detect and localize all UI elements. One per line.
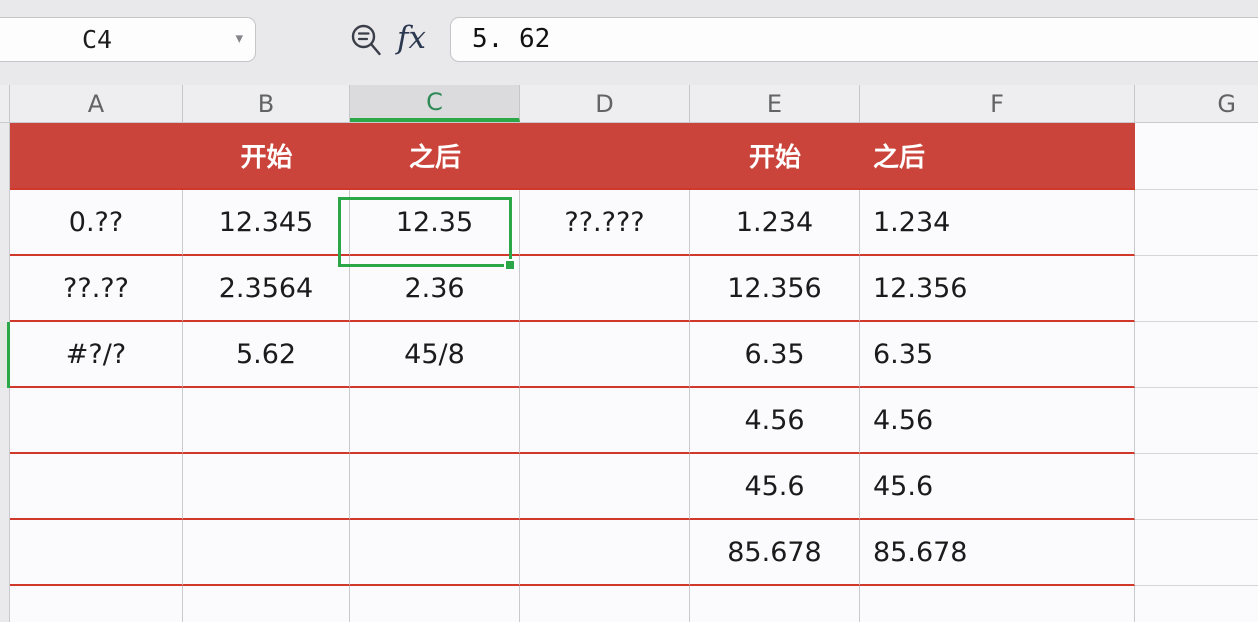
cell-F2[interactable]: 1.234 [860,190,1135,256]
cell-G5[interactable] [1135,388,1258,454]
cell-F1[interactable]: 之后 [860,123,1135,190]
name-box-value: C4 [82,25,113,54]
cell-D8[interactable] [520,586,690,622]
cell-B7[interactable] [183,520,350,586]
cell-G3[interactable] [1135,256,1258,322]
cell-C5[interactable] [350,388,520,454]
cell-A7[interactable] [10,520,183,586]
cell-E7[interactable]: 85.678 [690,520,860,586]
cell-B8[interactable] [183,586,350,622]
cell-B2[interactable]: 12.345 [183,190,350,256]
cell-G4[interactable] [1135,322,1258,388]
formula-toolbar: C4 ▾ fx 5. 62 [0,0,1258,85]
cell-A6[interactable] [10,454,183,520]
cell-D6[interactable] [520,454,690,520]
cell-G7[interactable] [1135,520,1258,586]
column-header-C[interactable]: C [350,85,520,122]
cell-B5[interactable] [183,388,350,454]
cell-C4-selected[interactable]: 45/8 [350,322,520,388]
cell-E6[interactable]: 45.6 [690,454,860,520]
formula-bar[interactable]: 5. 62 [450,17,1258,62]
cell-E2[interactable]: 1.234 [690,190,860,256]
cell-B3[interactable]: 2.3564 [183,256,350,322]
cell-E8[interactable] [690,586,860,622]
formula-value: 5. 62 [472,24,551,54]
cell-D5[interactable] [520,388,690,454]
column-header-D[interactable]: D [520,85,690,122]
cell-C7[interactable] [350,520,520,586]
cell-G6[interactable] [1135,454,1258,520]
sheet-grid: 开始 之后 开始 之后 0.?? 12.345 12.35 ??.??? 1.2… [10,123,1258,622]
cell-D1[interactable] [520,123,690,190]
cell-A4[interactable]: #?/? [10,322,183,388]
banner-label: 开始 [240,143,293,173]
column-header-row: A B C D E F G [0,85,1258,123]
cell-G8[interactable] [1135,586,1258,622]
cell-D3[interactable] [520,256,690,322]
cell-F8[interactable] [860,586,1135,622]
column-header-B[interactable]: B [183,85,350,122]
column-header-A[interactable]: A [10,85,183,122]
cell-B4[interactable]: 5.62 [183,322,350,388]
cell-A8[interactable] [10,586,183,622]
cell-C1[interactable]: 之后 [350,123,520,190]
column-header-E[interactable]: E [690,85,860,122]
fx-icon[interactable]: fx [397,20,426,56]
cell-C2[interactable]: 12.35 [350,190,520,256]
cell-E3[interactable]: 12.356 [690,256,860,322]
name-box[interactable]: C4 ▾ [0,17,256,62]
cell-B1[interactable]: 开始 [183,123,350,190]
cell-C8[interactable] [350,586,520,622]
cell-A5[interactable] [10,388,183,454]
row-4-indicator[interactable] [0,322,10,388]
cell-F5[interactable]: 4.56 [860,388,1135,454]
cell-B6[interactable] [183,454,350,520]
cell-G2[interactable] [1135,190,1258,256]
cell-E1[interactable]: 开始 [690,123,860,190]
column-header-F[interactable]: F [860,85,1135,122]
banner-label: 开始 [748,143,801,173]
cell-C3[interactable]: 2.36 [350,256,520,322]
cell-A1[interactable] [10,123,183,190]
banner-label: 之后 [408,143,461,173]
cell-F3[interactable]: 12.356 [860,256,1135,322]
cell-F4[interactable]: 6.35 [860,322,1135,388]
cell-C6[interactable] [350,454,520,520]
cell-F7[interactable]: 85.678 [860,520,1135,586]
cell-D2[interactable]: ??.??? [520,190,690,256]
cell-E4[interactable]: 6.35 [690,322,860,388]
column-header-G[interactable]: G [1217,89,1236,118]
cell-F6[interactable]: 45.6 [860,454,1135,520]
chevron-down-icon[interactable]: ▾ [235,29,243,47]
banner-label: 之后 [873,143,926,173]
cell-E5[interactable]: 4.56 [690,388,860,454]
magnifier-icon[interactable] [349,23,387,61]
select-all-corner[interactable] [0,85,10,122]
cell-A2[interactable]: 0.?? [10,190,183,256]
cell-G1[interactable] [1135,123,1258,190]
cell-D7[interactable] [520,520,690,586]
cell-A3[interactable]: ??.?? [10,256,183,322]
cell-D4[interactable] [520,322,690,388]
